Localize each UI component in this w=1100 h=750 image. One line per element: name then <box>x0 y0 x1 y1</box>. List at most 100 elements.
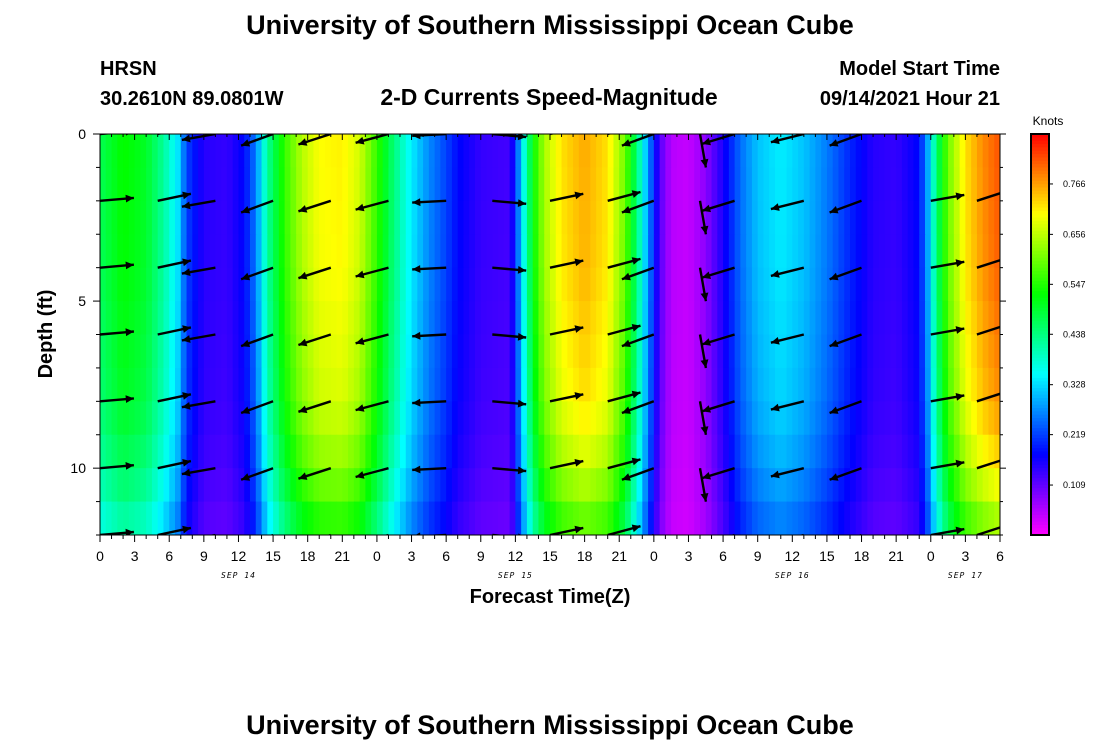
heatmap-cell <box>930 501 938 535</box>
heatmap-cell <box>503 134 511 169</box>
heatmap-cell <box>267 301 274 336</box>
heatmap-cell <box>694 167 701 202</box>
heatmap-cell <box>907 401 915 436</box>
heatmap-cell <box>307 134 315 169</box>
heatmap-cell <box>555 301 563 336</box>
colorbar-swatch <box>1031 297 1049 302</box>
heatmap-cell <box>861 134 868 169</box>
heatmap-cell <box>896 134 903 169</box>
heatmap-cell <box>550 200 557 235</box>
colorbar-swatch <box>1031 357 1049 362</box>
heatmap-cell <box>123 401 130 436</box>
heatmap-cell <box>948 367 955 402</box>
heatmap-cell <box>446 134 453 169</box>
heatmap-cell <box>746 468 753 503</box>
heatmap-cell <box>751 167 759 202</box>
heatmap-cell <box>601 301 609 336</box>
heatmap-cell <box>607 401 615 436</box>
heatmap-cell <box>463 434 470 469</box>
current-vector <box>650 533 654 535</box>
heatmap-cell <box>809 434 816 469</box>
heatmap-cell <box>417 167 424 202</box>
current-vector <box>181 333 216 343</box>
heatmap-cell <box>140 200 147 235</box>
heatmap-cell <box>873 401 880 436</box>
heatmap-cell <box>740 468 747 503</box>
heatmap-cell <box>353 267 361 302</box>
heatmap-cell <box>994 501 1000 535</box>
heatmap-cell <box>694 134 701 169</box>
current-vector <box>930 326 965 336</box>
heatmap-cell <box>434 267 441 302</box>
x-tick-label: 0 <box>96 548 104 564</box>
heatmap-cell <box>532 267 540 302</box>
heatmap-cell <box>982 367 990 402</box>
colorbar-swatch <box>1031 324 1049 329</box>
heatmap-cell <box>509 434 516 469</box>
heatmap-cell <box>688 301 695 336</box>
heatmap-cell <box>751 468 759 503</box>
heatmap-cell <box>428 334 436 369</box>
colorbar-swatch <box>1031 164 1049 169</box>
heatmap-cell <box>873 167 880 202</box>
heatmap-cell <box>976 334 984 369</box>
heatmap-cell <box>319 267 326 302</box>
heatmap-cell <box>705 301 713 336</box>
heatmap-cell <box>544 501 551 535</box>
heatmap-cell <box>573 167 580 202</box>
heatmap-cell <box>567 200 574 235</box>
heatmap-cell <box>832 401 840 436</box>
heatmap-cell <box>405 167 413 202</box>
heatmap-cell <box>503 434 511 469</box>
heatmap-cell <box>128 501 136 535</box>
heatmap-cell <box>365 434 372 469</box>
heatmap-cell <box>434 134 441 169</box>
heatmap-cell <box>982 401 990 436</box>
current-vector <box>829 400 862 415</box>
heatmap-cell <box>105 434 113 469</box>
heatmap-cell <box>463 167 470 202</box>
heatmap-cell <box>203 267 211 302</box>
heatmap-cell <box>896 401 903 436</box>
heatmap-cell <box>653 167 661 202</box>
heatmap-cell <box>417 234 424 269</box>
colorbar-swatch <box>1031 200 1049 205</box>
heatmap-cell <box>578 401 586 436</box>
heatmap-cell <box>901 334 909 369</box>
heatmap-cell <box>232 401 240 436</box>
heatmap-cell <box>809 134 816 169</box>
heatmap-cell <box>475 468 482 503</box>
footer-title: University of Southern Mississippi Ocean… <box>246 710 854 740</box>
colorbar-swatch <box>1031 454 1049 459</box>
heatmap-cell <box>123 367 130 402</box>
heatmap-cell <box>613 434 620 469</box>
heatmap-cell <box>705 367 713 402</box>
heatmap-cell <box>884 301 891 336</box>
heatmap-cell <box>140 367 147 402</box>
colorbar-swatch <box>1031 444 1049 449</box>
heatmap-cell <box>267 334 274 369</box>
heatmap-cell <box>717 501 724 535</box>
heatmap-cell <box>884 134 891 169</box>
heatmap-cell <box>757 200 765 235</box>
heatmap-cell <box>486 234 493 269</box>
heatmap-cell <box>653 434 661 469</box>
heatmap-cell <box>475 267 482 302</box>
heatmap-cell <box>526 267 534 302</box>
heatmap-cell <box>175 200 182 235</box>
heatmap-cell <box>913 501 920 535</box>
heatmap-cell <box>775 301 782 336</box>
heatmap-cell <box>584 267 591 302</box>
heatmap-cell <box>578 267 586 302</box>
colorbar-swatch <box>1031 344 1049 349</box>
heatmap-cell <box>353 200 361 235</box>
heatmap-cell <box>169 167 176 202</box>
heatmap-cell <box>492 167 499 202</box>
heatmap-cell <box>555 401 563 436</box>
heatmap-cell <box>105 501 113 535</box>
colorbar-swatch <box>1031 224 1049 229</box>
heatmap-cell <box>267 134 274 169</box>
heatmap-cell <box>844 501 851 535</box>
heatmap-cell <box>619 267 626 302</box>
heatmap-cell <box>365 367 372 402</box>
